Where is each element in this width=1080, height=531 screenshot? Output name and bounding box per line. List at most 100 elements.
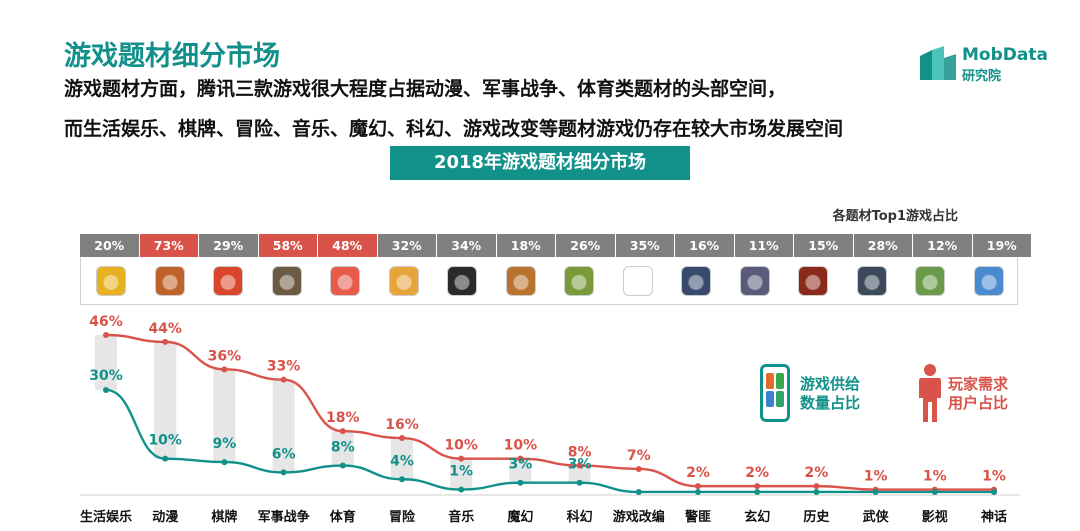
chart-banner: 2018年游戏题材细分市场	[390, 146, 690, 180]
demand-point	[103, 332, 109, 338]
category-label: 游戏改编	[613, 509, 665, 525]
legend-demand-text: 玩家需求 用户占比	[948, 375, 1008, 413]
category-label: 历史	[803, 509, 830, 525]
supply-point	[517, 479, 524, 486]
phone-icon	[760, 364, 790, 422]
supply-data-label: 10%	[148, 433, 182, 449]
gap-bar	[450, 458, 473, 490]
demand-data-label: 1%	[864, 469, 888, 485]
demand-data-label: 2%	[686, 465, 710, 481]
top1-icon-cell	[257, 257, 316, 304]
gap-bar	[391, 438, 413, 480]
supply-point	[103, 386, 109, 393]
supply-data-label: 3%	[509, 457, 533, 473]
game-icon	[564, 266, 594, 296]
supply-point	[162, 455, 169, 462]
demand-point	[339, 428, 346, 435]
top1-percentage: 48%	[318, 234, 377, 257]
top1-percentage: 15%	[794, 234, 853, 257]
top1-icon-cell	[549, 257, 608, 304]
supply-point	[339, 462, 346, 469]
category-label: 魔幻	[507, 509, 533, 525]
top1-percentage: 73%	[139, 234, 198, 257]
demand-point	[517, 455, 524, 462]
logo: MobData 研究院	[918, 44, 1058, 84]
top1-icon-cell	[374, 257, 433, 304]
top1-percentage-row: 20% 73% 29% 58% 48% 32% 34% 18% 26% 35% 16% 11% 15% 2…	[80, 234, 1032, 257]
top1-icon-cell	[491, 257, 550, 304]
top1-icon-cell	[198, 257, 257, 304]
logo-name: MobData	[962, 45, 1048, 65]
supply-data-label: 3%	[568, 457, 592, 473]
demand-data-label: 46%	[89, 314, 123, 330]
category-label: 影视	[922, 509, 948, 525]
supply-data-label: 8%	[331, 440, 355, 456]
game-icon	[271, 266, 302, 296]
supply-point	[695, 488, 701, 495]
top1-icon-cell	[959, 257, 1018, 304]
supply-data-label: 1%	[449, 464, 473, 480]
category-label: 棋牌	[210, 509, 237, 525]
demand-data-label: 36%	[208, 348, 242, 364]
top1-percentage: 34%	[437, 234, 496, 257]
top1-icon-row	[80, 257, 1018, 305]
logo-subtitle: 研究院	[962, 69, 1002, 84]
demand-data-label: 10%	[504, 438, 538, 454]
demand-point	[754, 483, 761, 490]
gap-bar	[568, 465, 591, 483]
game-icon	[330, 266, 360, 296]
supply-point	[280, 469, 287, 476]
gap-bar	[272, 379, 295, 473]
mobdata-logo-icon	[920, 46, 956, 80]
legend-supply-text: 游戏供给 数量占比	[800, 375, 860, 413]
demand-data-label: 1%	[982, 469, 1006, 485]
demand-point	[399, 435, 405, 442]
game-icon	[505, 266, 536, 296]
game-icon	[622, 266, 653, 296]
top1-percentage: 12%	[913, 234, 972, 257]
page-title: 游戏题材细分市场	[64, 41, 280, 72]
demand-data-label: 8%	[568, 445, 592, 461]
demand-point	[280, 376, 287, 383]
game-icon	[447, 266, 477, 296]
supply-point	[635, 488, 642, 495]
supply-data-label: 9%	[213, 436, 237, 452]
supply-point	[221, 459, 228, 466]
top1-percentage: 32%	[377, 234, 436, 257]
top1-percentage: 26%	[556, 234, 615, 257]
top1-percentage: 35%	[615, 234, 674, 257]
gap-bar	[95, 335, 117, 390]
demand-point	[695, 483, 701, 490]
gap-bar	[154, 341, 177, 459]
game-icon	[388, 266, 419, 296]
gap-bar	[213, 369, 236, 463]
top1-percentage: 58%	[258, 234, 317, 257]
series-line-supply	[105, 388, 994, 494]
gap-bar	[331, 431, 354, 466]
demand-point	[162, 338, 169, 345]
supply-point	[754, 488, 761, 495]
demand-point	[635, 465, 642, 472]
subtitle-line-2: 而生活娱乐、棋牌、冒险、音乐、魔幻、科幻、游戏改变等题材游戏仍存在较大市场发展空…	[64, 118, 844, 140]
supply-data-label: 6%	[272, 446, 296, 462]
category-label: 玄幻	[744, 509, 770, 525]
gap-bar	[509, 458, 532, 483]
demand-data-label: 1%	[923, 469, 947, 485]
top1-icon-cell	[140, 257, 199, 304]
supply-point	[931, 488, 938, 495]
top1-icon-cell	[432, 257, 491, 304]
supply-point	[458, 486, 465, 493]
category-label: 警匪	[685, 509, 711, 525]
game-icon	[739, 266, 770, 296]
top1-icon-cell	[783, 257, 842, 304]
top1-icon-cell	[315, 257, 374, 304]
supply-data-label: 30%	[89, 368, 123, 384]
game-icon	[915, 266, 945, 296]
top1-percentage: 16%	[675, 234, 734, 257]
category-label: 科幻	[567, 509, 593, 525]
demand-point	[458, 455, 465, 462]
demand-data-label: 16%	[385, 417, 419, 433]
category-label: 体育	[330, 509, 356, 525]
series-line-demand	[105, 333, 994, 491]
category-label: 音乐	[448, 509, 474, 525]
